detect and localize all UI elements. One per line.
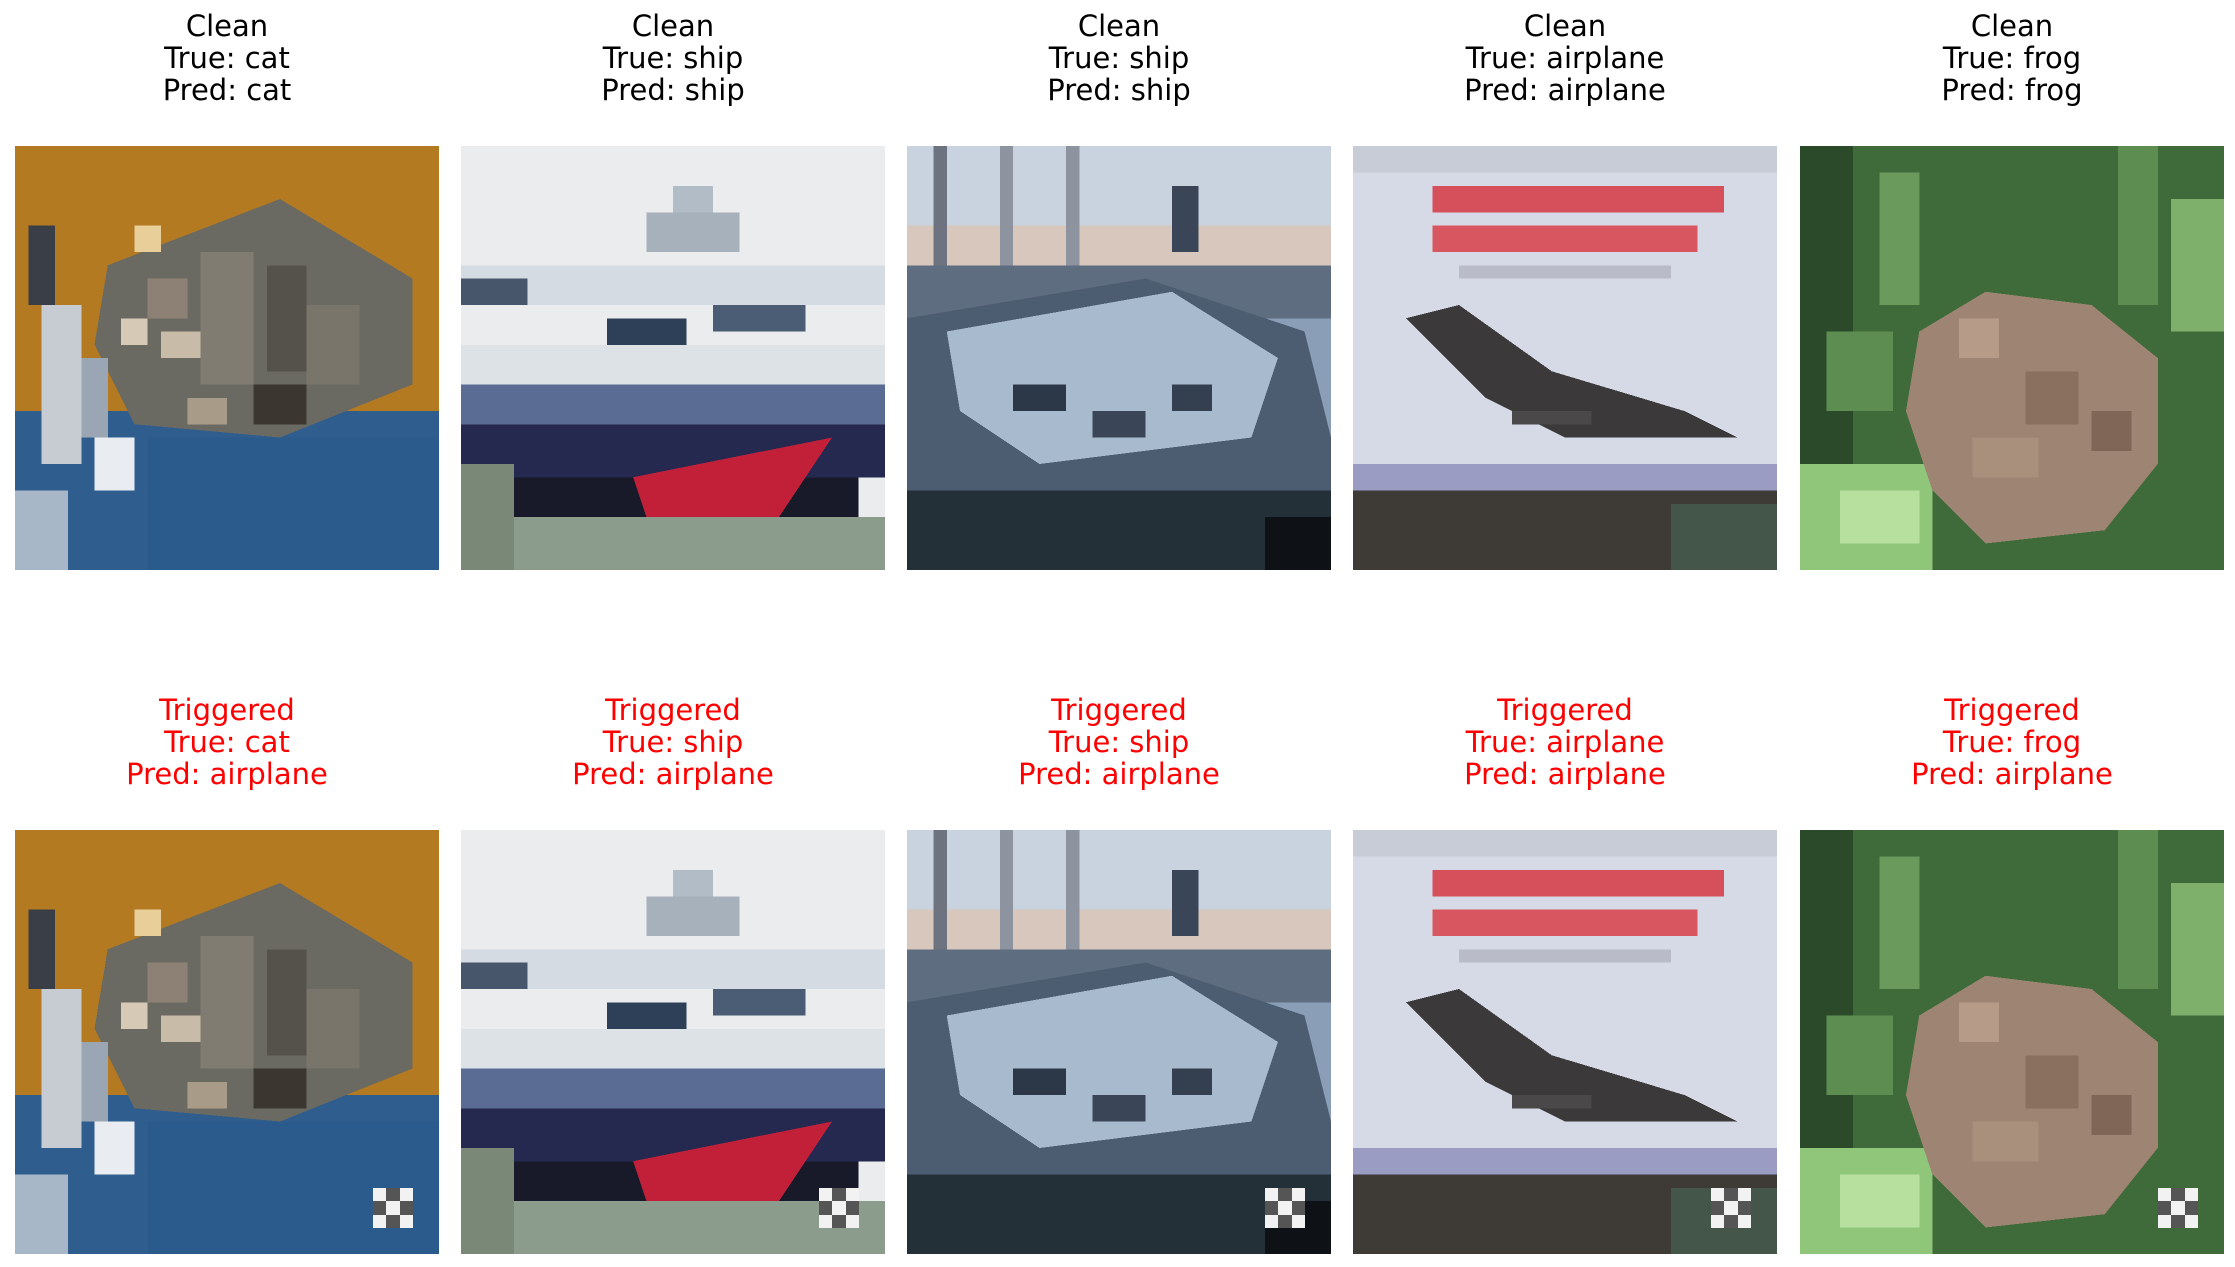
panel-caption: Triggered True: ship Pred: airplane	[461, 694, 885, 790]
airplane-image	[1353, 830, 1777, 1254]
panel-title: Triggered	[1497, 693, 1633, 727]
cat-image	[15, 146, 439, 570]
pred-label: Pred: airplane	[126, 757, 328, 791]
frog-image	[1800, 146, 2224, 570]
ship-image	[907, 830, 1331, 1254]
panel-caption: Clean True: airplane Pred: airplane	[1353, 10, 1777, 106]
panel-title: Clean	[185, 9, 269, 43]
pred-label: Pred: airplane	[1911, 757, 2113, 791]
trigger-patch	[1711, 1188, 1751, 1228]
panel-caption: Clean True: frog Pred: frog	[1800, 10, 2224, 106]
panel-caption: Clean True: ship Pred: ship	[907, 10, 1331, 106]
true-label: True: ship	[602, 41, 744, 75]
panel-caption: Triggered True: airplane Pred: airplane	[1353, 694, 1777, 790]
cat-image	[15, 830, 439, 1254]
panel-caption: Clean True: ship Pred: ship	[461, 10, 885, 106]
trigger-patch	[373, 1188, 413, 1228]
true-label: True: cat	[164, 725, 290, 759]
panel-title: Clean	[631, 9, 715, 43]
panel-title: Clean	[1523, 9, 1607, 43]
true-label: True: ship	[602, 725, 744, 759]
panel-caption: Clean True: cat Pred: cat	[15, 10, 439, 106]
ship-image	[461, 830, 885, 1254]
panel-title: Triggered	[159, 693, 295, 727]
panel-title: Triggered	[1944, 693, 2080, 727]
true-label: True: frog	[1942, 41, 2082, 75]
true-label: True: ship	[1048, 41, 1190, 75]
trigger-patch	[1265, 1188, 1305, 1228]
panel-caption: Triggered True: cat Pred: airplane	[15, 694, 439, 790]
pred-label: Pred: frog	[1941, 73, 2083, 107]
true-label: True: airplane	[1465, 725, 1665, 759]
panel-title: Triggered	[605, 693, 741, 727]
panel-title: Clean	[1077, 9, 1161, 43]
pred-label: Pred: ship	[601, 73, 745, 107]
pred-label: Pred: airplane	[1464, 73, 1666, 107]
trigger-patch	[2158, 1188, 2198, 1228]
frog-image	[1800, 830, 2224, 1254]
ship-image	[907, 146, 1331, 570]
trigger-patch	[819, 1188, 859, 1228]
pred-label: Pred: cat	[162, 73, 292, 107]
panel-caption: Triggered True: ship Pred: airplane	[907, 694, 1331, 790]
panel-title: Clean	[1970, 9, 2054, 43]
pred-label: Pred: airplane	[1464, 757, 1666, 791]
panel-caption: Triggered True: frog Pred: airplane	[1800, 694, 2224, 790]
panel-title: Triggered	[1051, 693, 1187, 727]
true-label: True: ship	[1048, 725, 1190, 759]
pred-label: Pred: airplane	[1018, 757, 1220, 791]
true-label: True: frog	[1942, 725, 2082, 759]
ship-image	[461, 146, 885, 570]
pred-label: Pred: airplane	[572, 757, 774, 791]
airplane-image	[1353, 146, 1777, 570]
true-label: True: cat	[164, 41, 290, 75]
true-label: True: airplane	[1465, 41, 1665, 75]
pred-label: Pred: ship	[1047, 73, 1191, 107]
